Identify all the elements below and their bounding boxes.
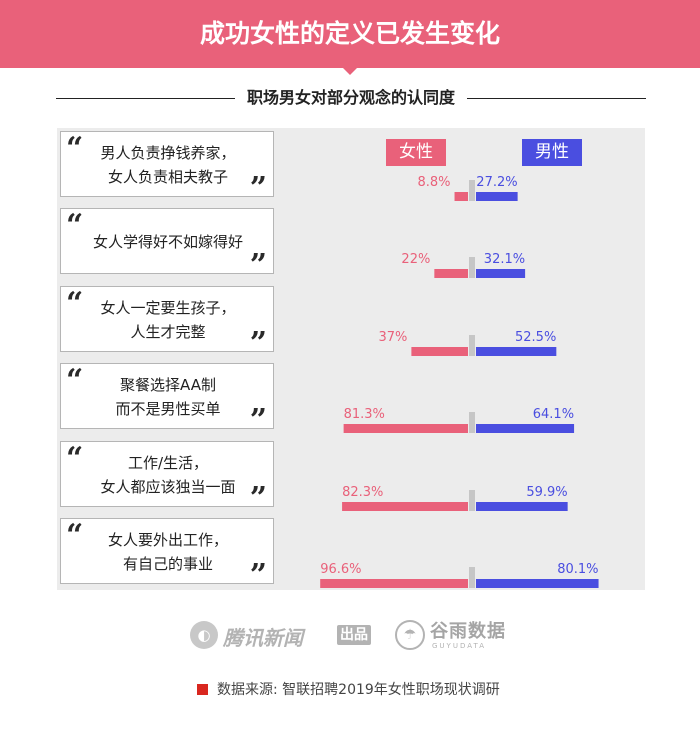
source-text: 数据来源: 智联招聘2019年女性职场现状调研	[217, 682, 500, 698]
male-value-label: 32.1%	[484, 252, 525, 267]
center-divider	[469, 412, 475, 433]
female-bar	[343, 424, 468, 433]
female-value-label: 37%	[378, 330, 407, 345]
center-divider	[469, 257, 475, 278]
center-divider	[469, 490, 475, 511]
chart-subtitle: 职场男女对部分观念的认同度	[234, 88, 468, 108]
close-quote-icon: ”	[249, 558, 267, 593]
female-value-label: 82.3%	[342, 485, 383, 500]
page-title: 成功女性的定义已发生变化	[199, 19, 500, 48]
close-quote-icon: ”	[249, 403, 267, 438]
male-bar	[476, 269, 526, 278]
center-divider	[469, 180, 475, 201]
female-value-label: 81.3%	[344, 407, 385, 422]
open-quote-icon: “	[66, 208, 84, 243]
open-quote-icon: “	[66, 363, 84, 398]
category-label: 女人一定要生孩子， 人生才完整	[61, 287, 275, 353]
title-banner	[0, 0, 700, 68]
close-quote-icon: ”	[249, 248, 267, 283]
male-bar	[476, 192, 518, 201]
legend-male: 男性	[522, 139, 582, 166]
category-label: 工作/生活， 女人都应该独当一面	[61, 442, 275, 508]
category-label-line: 女人要外出工作，	[107, 531, 228, 549]
category-label: 聚餐选择AA制 而不是男性买单	[61, 364, 275, 430]
female-bar	[434, 269, 468, 278]
center-divider	[469, 335, 475, 356]
open-quote-icon: “	[66, 286, 84, 321]
category-card: “ 男人负责挣钱养家， 女人负责相夫教子 ”	[60, 131, 275, 204]
category-label-line: 女人学得好不如嫁得好	[92, 233, 243, 251]
male-bar	[476, 502, 568, 511]
guyu-data-logo: 谷雨数据	[430, 621, 506, 642]
tencent-news-logo: 腾讯新闻	[223, 626, 303, 650]
legend-female: 女性	[386, 139, 446, 166]
male-bar	[476, 579, 599, 588]
subtitle-row: 职场男女对部分观念的认同度	[56, 88, 646, 108]
category-card: “聚餐选择AA制 而不是男性买单”	[60, 363, 275, 436]
center-divider	[469, 567, 475, 588]
male-value-label: 27.2%	[476, 175, 517, 190]
guyu-logo-icon: ☂	[395, 620, 425, 650]
category-label-line: 工作/生活，	[127, 454, 209, 472]
open-quote-icon: “	[66, 518, 84, 553]
female-bar	[411, 347, 468, 356]
banner-notch	[342, 67, 358, 75]
male-value-label: 52.5%	[515, 330, 556, 345]
category-label: 女人要外出工作， 有自己的事业	[61, 519, 275, 585]
category-card: “ 女人要外出工作， 有自己的事业 ”	[60, 518, 275, 591]
male-value-label: 80.1%	[557, 562, 598, 577]
open-quote-icon: “	[66, 131, 84, 166]
category-card: “ 女人一定要生孩子， 人生才完整 ”	[60, 286, 275, 359]
category-label-line: 男人负责挣钱养家，	[100, 144, 236, 162]
source-marker-icon	[197, 684, 208, 695]
open-quote-icon: “	[66, 441, 84, 476]
category-label-line: 女人负责相夫教子	[107, 168, 228, 186]
female-value-label: 22%	[401, 252, 430, 267]
guyu-data-subtitle: GUYUDATA	[432, 642, 486, 650]
male-value-label: 64.1%	[533, 407, 574, 422]
category-label: 男人负责挣钱养家， 女人负责相夫教子	[61, 132, 275, 198]
female-bar	[342, 502, 468, 511]
close-quote-icon: ”	[249, 171, 267, 206]
male-bar	[476, 424, 575, 433]
chart-panel	[57, 128, 645, 590]
female-value-label: 96.6%	[320, 562, 361, 577]
category-label: 女人学得好不如嫁得好	[61, 209, 275, 275]
male-value-label: 59.9%	[526, 485, 567, 500]
female-bar	[454, 192, 468, 201]
logo-strip: ◐ 腾讯新闻 出品 ☂ 谷雨数据 GUYUDATA	[190, 620, 520, 654]
female-bar	[320, 579, 468, 588]
female-value-label: 8.8%	[418, 175, 451, 190]
category-label-line: 女人一定要生孩子，	[100, 299, 236, 317]
category-label-line: 人生才完整	[130, 323, 206, 341]
category-label-line: 有自己的事业	[122, 555, 213, 573]
category-card: “ 女人学得好不如嫁得好 ”	[60, 208, 275, 281]
close-quote-icon: ”	[249, 326, 267, 361]
category-label-line: 而不是男性买单	[115, 400, 221, 418]
category-card: “ 工作/生活， 女人都应该独当一面 ”	[60, 441, 275, 514]
tencent-news-logo-icon: ◐	[190, 621, 218, 649]
male-bar	[476, 347, 557, 356]
produced-by-badge: 出品	[337, 625, 371, 645]
close-quote-icon: ”	[249, 481, 267, 516]
category-label-line: 聚餐选择AA制	[120, 376, 216, 394]
category-label-line: 女人都应该独当一面	[100, 478, 236, 496]
